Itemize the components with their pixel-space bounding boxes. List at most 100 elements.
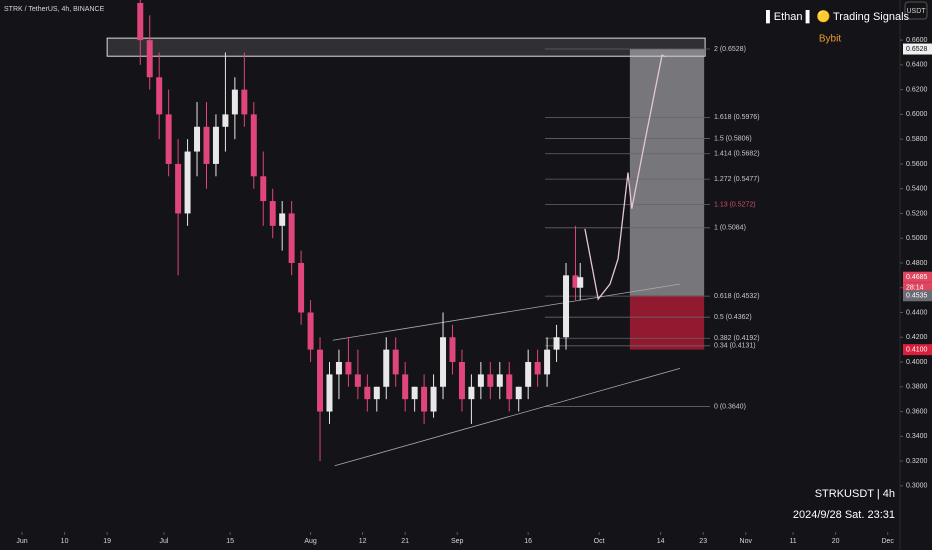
fib-label: 1 (0.5084) [714, 225, 746, 232]
fib-label: 0 (0.3640) [714, 403, 746, 410]
y-tick-label: 0.3000 [906, 483, 928, 490]
fib-label: 1.618 (0.5976) [714, 114, 760, 121]
y-tick-label: 0.5600 [906, 161, 928, 168]
y-tick-label: 0.5800 [906, 136, 928, 143]
y-tick-label: 0.5400 [906, 186, 928, 193]
fib-label: 1.13 (0.5272) [714, 201, 756, 208]
y-tick-label: 0.6000 [906, 111, 928, 118]
candle-body [392, 349, 399, 375]
candle-body [477, 374, 484, 387]
candle-body [430, 386, 437, 412]
candle-body [354, 374, 361, 387]
candle-body [269, 201, 276, 226]
countdown: 28:14 [906, 285, 924, 292]
candle-body [184, 151, 191, 214]
y-tick-label: 0.6400 [906, 62, 928, 69]
brand: ▌Ethan ▌ 🟡 Trading Signals [766, 9, 910, 24]
candle-body [194, 126, 201, 152]
y-tick-label: 0.5000 [906, 235, 928, 242]
candle-body [317, 349, 324, 412]
candle-body [572, 275, 579, 288]
y-tick-label: 0.6200 [906, 86, 928, 93]
currency-button[interactable] [904, 1, 928, 20]
y-tick-label: 0.3400 [906, 433, 928, 440]
candle-body [440, 337, 447, 387]
candle-body [137, 2, 144, 41]
price-tag [903, 43, 932, 55]
exchange: Bybit [819, 34, 841, 45]
candle-body [468, 386, 475, 400]
x-tick-label: Dec [881, 538, 894, 545]
fib-label: 0.382 (0.4192) [714, 335, 760, 342]
candle-body [203, 126, 210, 164]
candle-body [411, 386, 418, 400]
x-tick-label: Aug [304, 538, 317, 545]
candle-body [231, 89, 238, 115]
stop-area [629, 295, 705, 350]
y-tick-label: 0.4800 [906, 260, 928, 267]
x-tick-label: Jul [159, 538, 168, 545]
x-tick-label: 20 [832, 538, 840, 545]
candle-body [553, 337, 560, 350]
candle-body [544, 349, 551, 375]
y-tick-label: 0.4400 [906, 309, 928, 316]
candle-body [515, 386, 522, 400]
x-tick-label: 16 [524, 538, 532, 545]
y-tick-label: 0.3600 [906, 408, 928, 415]
fib-label: 1.414 (0.5682) [714, 151, 760, 158]
x-tick-label: 14 [657, 538, 665, 545]
candle-body [241, 89, 248, 115]
y-tick-label: 0.3200 [906, 458, 928, 465]
price-tag-label: 0.6528 [906, 46, 928, 53]
countdown-tag [903, 282, 932, 293]
candle-body [383, 349, 390, 387]
y-tick-label: 0.6600 [906, 37, 928, 44]
x-tick-label: Jun [16, 538, 27, 545]
price-tag-label: 0.4685 [906, 274, 928, 281]
y-tick-label: 0.5200 [906, 210, 928, 217]
fib-label: 0.34 (0.4131) [714, 343, 756, 350]
candle-body [222, 114, 229, 127]
candle-body [534, 362, 541, 375]
pair: STRKUSDT | 4h [815, 488, 895, 500]
candle-body [260, 176, 267, 202]
candle-body [298, 262, 305, 313]
y-tick-label: 0.4200 [906, 334, 928, 341]
candle-body [364, 386, 371, 400]
candle-body [563, 275, 570, 338]
target-area [629, 49, 705, 296]
candle-body [373, 386, 380, 400]
fib-label: 1.272 (0.5477) [714, 176, 760, 183]
candle-body [496, 374, 503, 387]
candle-body [402, 374, 409, 400]
fib-label: 0.618 (0.4532) [714, 293, 760, 300]
candle-body [458, 362, 465, 400]
candle-body [335, 362, 342, 375]
plot-area [106, 0, 710, 467]
candle-body [577, 277, 584, 288]
trendline [332, 283, 681, 341]
candle-body [146, 40, 153, 78]
candle-body [449, 337, 456, 363]
x-tick-label: 10 [61, 538, 69, 545]
x-tick-label: Nov [740, 538, 753, 545]
candle-body [506, 374, 513, 400]
currency-label[interactable]: USDT [906, 8, 926, 15]
symbol-title: STRK / TetherUS, 4h, BINANCE [4, 6, 105, 13]
candle-body [487, 374, 494, 387]
candle-body [175, 163, 182, 214]
y-tick-label: 0.3800 [906, 384, 928, 391]
price-tag-label: 0.4535 [906, 293, 928, 300]
x-tick-label: Oct [594, 538, 605, 545]
price-tag-label: 0.4100 [906, 346, 928, 353]
price-tag [903, 290, 932, 302]
projection-path [584, 54, 666, 301]
candle-body [156, 77, 163, 115]
candle-body [421, 386, 428, 412]
x-tick-label: Sep [451, 538, 464, 545]
x-tick-label: 21 [401, 538, 409, 545]
price-tag [903, 344, 932, 356]
